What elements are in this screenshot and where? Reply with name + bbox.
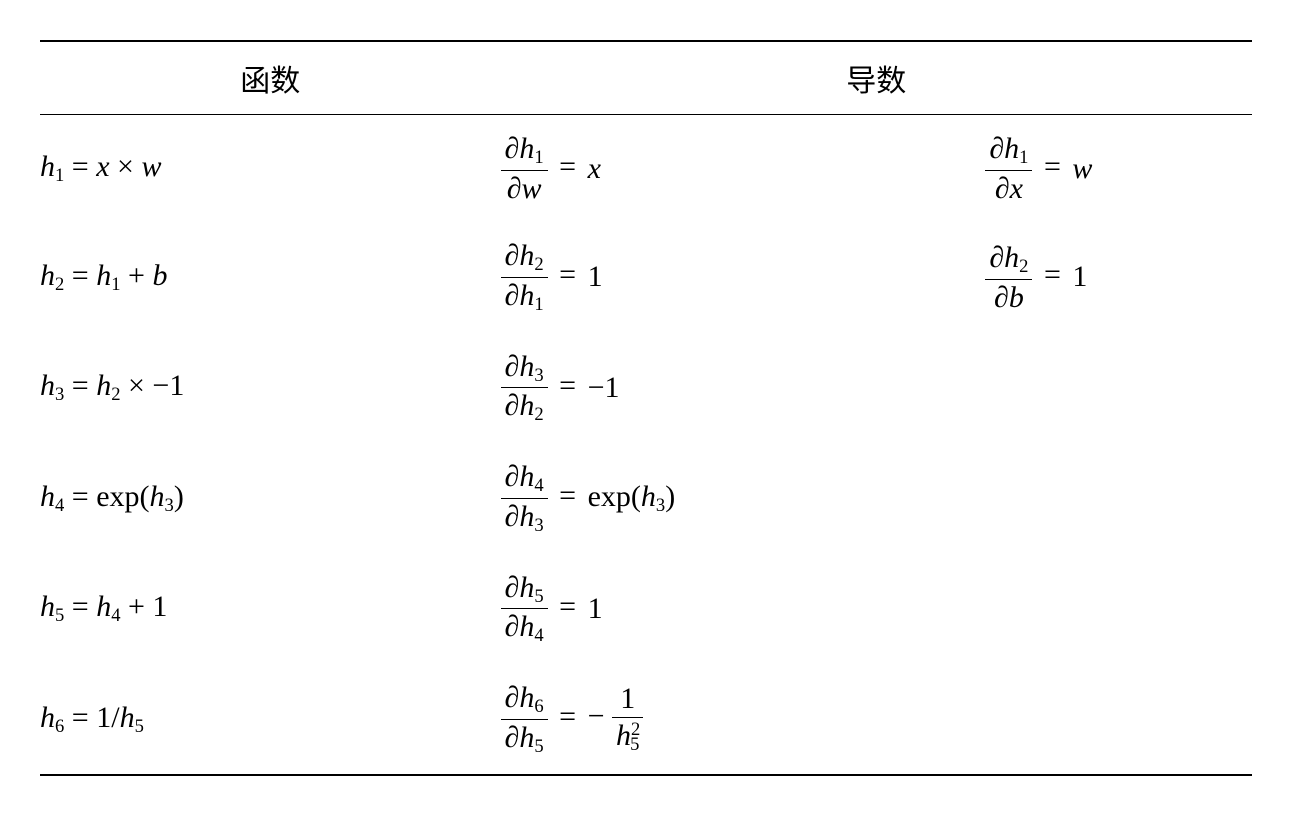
function-cell: h3 = h2 × −1 — [40, 333, 501, 443]
derivative-cell-1: ∂h6∂h5 = − 1h25 — [501, 664, 986, 775]
table-row: h5 = h4 + 1∂h5∂h4 = 1 — [40, 554, 1252, 664]
derivative-cell-1: ∂h3∂h2 = −1 — [501, 333, 986, 443]
table-body: h1 = x × w∂h1∂w = x∂h1∂x = wh2 = h1 + b∂… — [40, 115, 1252, 776]
function-cell: h2 = h1 + b — [40, 222, 501, 332]
function-cell: h4 = exp(h3) — [40, 443, 501, 553]
function-cell: h6 = 1/h5 — [40, 664, 501, 775]
derivative-cell-2: ∂h2∂b = 1 — [985, 222, 1252, 332]
derivatives-table: 函数 导数 h1 = x × w∂h1∂w = x∂h1∂x = wh2 = h… — [40, 40, 1252, 776]
header-function: 函数 — [40, 41, 501, 115]
derivative-cell-2 — [985, 443, 1252, 553]
derivative-cell-1: ∂h4∂h3 = exp(h3) — [501, 443, 986, 553]
table-row: h3 = h2 × −1∂h3∂h2 = −1 — [40, 333, 1252, 443]
derivative-cell-2 — [985, 664, 1252, 775]
derivative-cell-2 — [985, 554, 1252, 664]
derivative-cell-1: ∂h1∂w = x — [501, 115, 986, 223]
table-row: h1 = x × w∂h1∂w = x∂h1∂x = w — [40, 115, 1252, 223]
table-row: h4 = exp(h3)∂h4∂h3 = exp(h3) — [40, 443, 1252, 553]
derivative-cell-2: ∂h1∂x = w — [985, 115, 1252, 223]
derivative-cell-1: ∂h5∂h4 = 1 — [501, 554, 986, 664]
table-row: h6 = 1/h5∂h6∂h5 = − 1h25 — [40, 664, 1252, 775]
table-row: h2 = h1 + b∂h2∂h1 = 1∂h2∂b = 1 — [40, 222, 1252, 332]
header-derivative: 导数 — [501, 41, 1252, 115]
function-cell: h1 = x × w — [40, 115, 501, 223]
derivative-cell-1: ∂h2∂h1 = 1 — [501, 222, 986, 332]
derivative-cell-2 — [985, 333, 1252, 443]
header-row: 函数 导数 — [40, 41, 1252, 115]
function-cell: h5 = h4 + 1 — [40, 554, 501, 664]
